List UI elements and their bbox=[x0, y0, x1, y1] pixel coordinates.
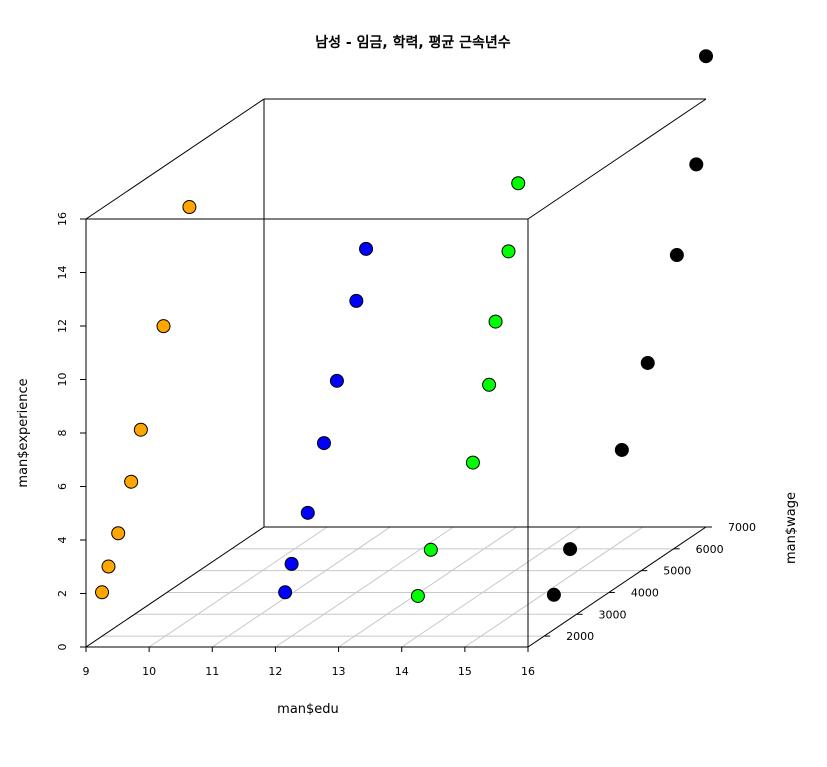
y-axis-ticks: 2000 3000 4000 5000 6000 7000 bbox=[544, 521, 756, 643]
y-tick-label: 6000 bbox=[696, 543, 724, 556]
z-tick-label: 10 bbox=[56, 373, 69, 387]
data-point bbox=[669, 248, 684, 263]
z-tick-label: 14 bbox=[56, 266, 69, 280]
data-point bbox=[482, 377, 497, 392]
z-tick-label: 8 bbox=[56, 430, 69, 437]
data-point bbox=[284, 556, 299, 571]
box-edge bbox=[527, 526, 707, 648]
data-point bbox=[410, 588, 425, 603]
data-points bbox=[95, 49, 713, 603]
z-tick-label: 4 bbox=[56, 537, 69, 544]
data-point bbox=[182, 200, 197, 215]
plot-box bbox=[85, 98, 707, 648]
data-point bbox=[124, 474, 139, 489]
z-tick-label: 2 bbox=[56, 590, 69, 597]
box-edge bbox=[85, 98, 265, 220]
z-axis-label: man$experience bbox=[16, 378, 31, 487]
data-point bbox=[699, 49, 713, 64]
chart-title: 남성 - 임금, 학력, 평균 근속년수 bbox=[315, 34, 510, 51]
grid-line bbox=[338, 526, 517, 648]
z-tick-label: 16 bbox=[56, 212, 69, 226]
floor-grid bbox=[85, 526, 707, 648]
data-point bbox=[316, 436, 331, 451]
x-tick-label: 11 bbox=[205, 665, 219, 678]
y-tick-label: 5000 bbox=[663, 565, 691, 578]
data-point bbox=[423, 542, 438, 557]
data-point bbox=[300, 505, 315, 520]
z-tick-label: 12 bbox=[56, 319, 69, 333]
z-tick-label: 0 bbox=[56, 644, 69, 651]
grid-line bbox=[464, 526, 644, 648]
data-point bbox=[359, 241, 374, 256]
x-tick-label: 12 bbox=[268, 665, 282, 678]
data-point bbox=[95, 585, 110, 600]
box-edge bbox=[85, 526, 265, 648]
data-point bbox=[278, 585, 293, 600]
data-point bbox=[501, 244, 516, 259]
data-point bbox=[511, 176, 526, 191]
grid-line bbox=[401, 526, 580, 648]
data-point bbox=[329, 373, 344, 388]
data-point bbox=[111, 526, 126, 541]
data-point bbox=[640, 355, 655, 370]
y-tick-label: 3000 bbox=[599, 608, 627, 621]
data-point bbox=[563, 542, 578, 557]
z-tick-label: 6 bbox=[56, 483, 69, 490]
grid-line bbox=[148, 526, 328, 648]
x-tick-label: 15 bbox=[458, 665, 472, 678]
data-point bbox=[488, 314, 503, 329]
data-point bbox=[133, 422, 148, 437]
x-tick-label: 16 bbox=[521, 665, 535, 678]
y-tick-label: 4000 bbox=[631, 586, 659, 599]
x-axis-ticks: 9 10 11 12 13 14 15 16 bbox=[83, 647, 535, 678]
x-tick-label: 10 bbox=[142, 665, 156, 678]
z-axis-ticks: 0 2 4 6 8 10 12 14 16 bbox=[56, 212, 86, 651]
data-point bbox=[465, 455, 480, 470]
y-tick-label: 7000 bbox=[728, 521, 756, 534]
box-edge bbox=[527, 98, 707, 220]
x-axis-label: man$edu bbox=[277, 702, 339, 717]
x-tick-label: 13 bbox=[332, 665, 346, 678]
y-tick-label: 2000 bbox=[566, 630, 594, 643]
data-point bbox=[101, 559, 116, 574]
data-point bbox=[156, 319, 171, 334]
data-point bbox=[546, 587, 561, 602]
x-tick-label: 9 bbox=[83, 665, 90, 678]
grid-line bbox=[275, 526, 454, 648]
grid-line bbox=[212, 526, 391, 648]
data-point bbox=[689, 157, 704, 172]
x-tick-label: 14 bbox=[395, 665, 409, 678]
y-axis-label: man$wage bbox=[784, 492, 799, 564]
data-point bbox=[349, 293, 364, 308]
data-point bbox=[614, 442, 629, 457]
